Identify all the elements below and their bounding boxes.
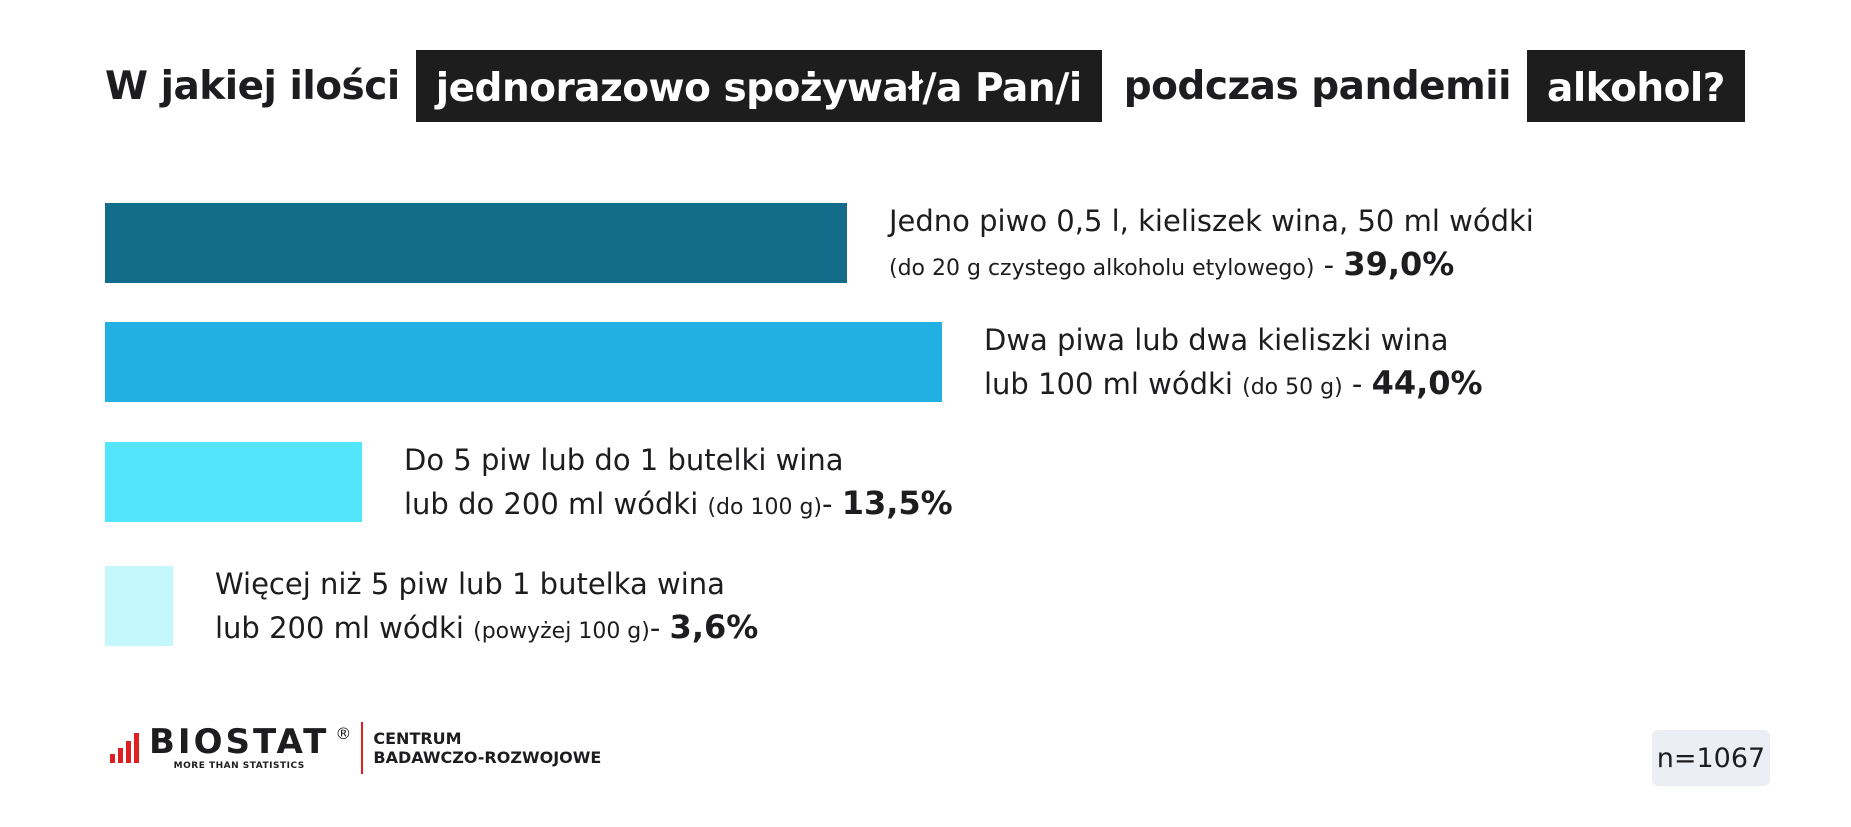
bar-value-label: 3,6%	[669, 608, 759, 646]
title-highlight-1: jednorazowo spożywał/a Pan/i	[415, 50, 1102, 122]
bar-2	[105, 322, 942, 402]
bar-label-2: Dwa piwa lub dwa kieliszki wina lub 100 m…	[984, 319, 1483, 409]
logo-name: BIOSTAT ®	[149, 724, 351, 759]
biostat-logo: BIOSTAT ® MORE THAN STATISTICS CENTRUM BA…	[110, 720, 601, 776]
bar-label-line-2: (do 20 g czystego alkoholu etylowego) - …	[889, 243, 1534, 290]
bar-label-separator: -	[822, 487, 842, 521]
bar-label-note: (do 50 g)	[1242, 375, 1343, 400]
logo-tagline: MORE THAN STATISTICS	[173, 761, 305, 771]
bar-4	[105, 566, 173, 646]
logo-wordmark: BIOSTAT ® MORE THAN STATISTICS	[149, 724, 351, 771]
bar-label-separator: -	[1342, 367, 1372, 401]
bar-label-text: lub 100 ml wódki	[984, 367, 1243, 401]
logo-subtitle: CENTRUM BADAWCZO-ROZWOJOWE	[373, 729, 601, 767]
sample-size-badge: n=1067	[1652, 730, 1770, 786]
bar-label-text: lub do 200 ml wódki	[404, 487, 708, 521]
bar-chart: Jedno piwo 0,5 l, kieliszek wina, 50 ml …	[105, 200, 1534, 653]
bar-value-label: 39,0%	[1343, 245, 1455, 283]
bar-label-note: (do 100 g)	[707, 495, 823, 520]
bar-3	[105, 442, 362, 522]
bar-value-label: 44,0%	[1371, 364, 1483, 402]
bar-label-line-1: Dwa piwa lub dwa kieliszki wina	[984, 323, 1449, 357]
logo-bars-icon	[110, 733, 139, 763]
logo-subtitle-line-2: BADAWCZO-ROZWOJOWE	[373, 748, 602, 767]
bar-label-line-2: lub 100 ml wódki (do 50 g) - 44,0%	[984, 362, 1483, 409]
bar-label-separator: -	[1314, 248, 1344, 282]
chart-title: W jakiej ilości jednorazowo spożywał/a P…	[105, 50, 1745, 122]
bar-label-line-2: lub 200 ml wódki (powyżej 100 g)- 3,6%	[215, 606, 758, 653]
bar-label-text: lub 200 ml wódki	[215, 611, 474, 645]
bar-value-label: 13,5%	[841, 484, 953, 522]
title-part-2: podczas pandemii	[1123, 63, 1512, 109]
bar-label-line-1: Do 5 piw lub do 1 butelki wina	[404, 443, 844, 477]
title-part-1: W jakiej ilości	[105, 63, 400, 109]
bar-label-note: (powyżej 100 g)	[473, 619, 650, 644]
registered-mark: ®	[335, 724, 352, 743]
bar-label-line-2: lub do 200 ml wódki (do 100 g)- 13,5%	[404, 482, 953, 529]
bar-1	[105, 203, 847, 283]
title-highlight-2: alkohol?	[1527, 50, 1745, 122]
bar-label-3: Do 5 piw lub do 1 butelki wina lub do 200…	[404, 439, 953, 529]
bar-label-1: Jedno piwo 0,5 l, kieliszek wina, 50 ml …	[889, 200, 1534, 290]
logo-subtitle-line-1: CENTRUM	[373, 729, 462, 748]
bar-label-line-1: Jedno piwo 0,5 l, kieliszek wina, 50 ml …	[889, 204, 1534, 238]
bar-label-line-1: Więcej niż 5 piw lub 1 butelka wina	[215, 567, 725, 601]
bar-label-4: Więcej niż 5 piw lub 1 butelka wina lub 2…	[215, 563, 758, 653]
bar-label-separator: -	[649, 611, 670, 645]
bar-label-note: (do 20 g czystego alkoholu etylowego)	[889, 256, 1315, 281]
logo-divider	[361, 722, 364, 774]
